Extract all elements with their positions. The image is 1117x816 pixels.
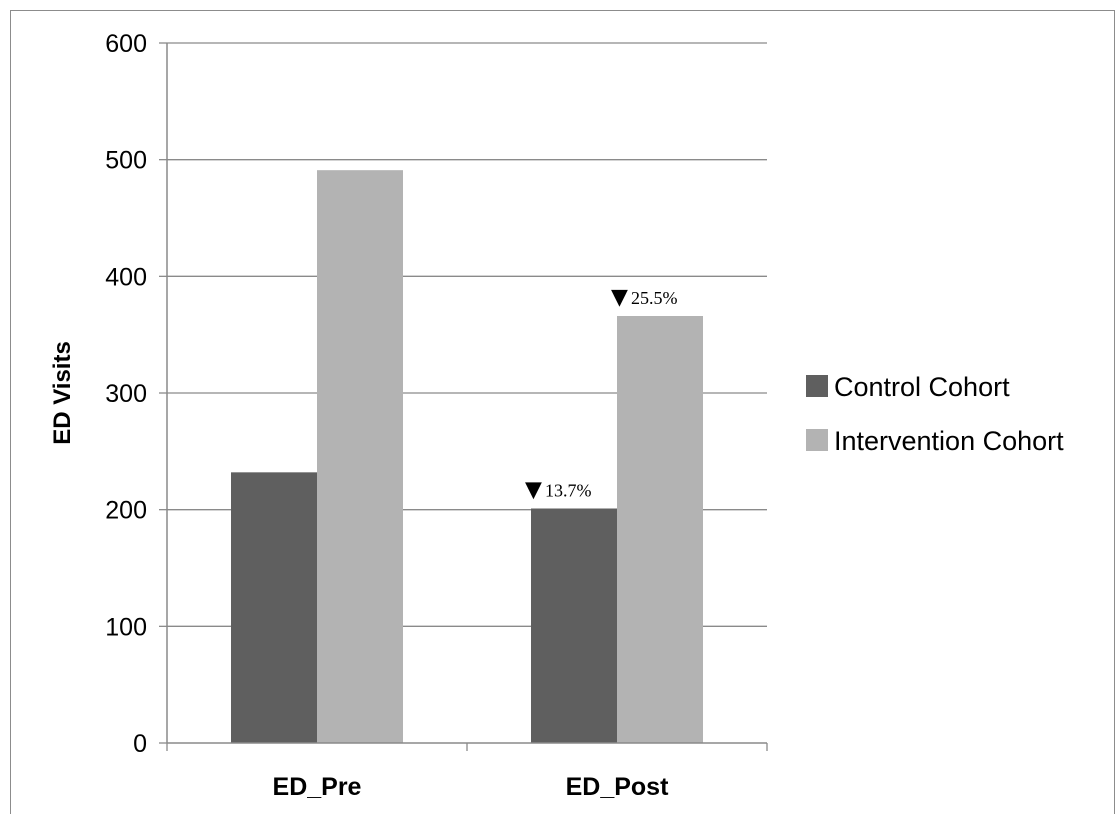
legend-swatch bbox=[806, 429, 828, 451]
chart-frame bbox=[10, 10, 1115, 814]
bar-intervention-cohort-ed-post bbox=[617, 316, 703, 743]
bar-control-cohort-ed-post bbox=[531, 508, 617, 743]
legend-label: Control Cohort bbox=[834, 372, 1010, 402]
annotation-arrow: ▼ bbox=[525, 478, 542, 503]
y-tick-label: 400 bbox=[105, 263, 147, 291]
annotation-label: 25.5% bbox=[631, 288, 678, 308]
annotation-label: 13.7% bbox=[545, 481, 592, 501]
x-category-label: ED_Pre bbox=[273, 773, 362, 801]
x-category-label: ED_Post bbox=[566, 773, 669, 801]
y-axis-label: ED Visits bbox=[49, 341, 76, 445]
annotation-arrow: ▼ bbox=[611, 285, 628, 310]
y-tick-label: 500 bbox=[105, 147, 147, 175]
legend: Control Cohort Intervention Cohort bbox=[806, 372, 1064, 456]
legend-label: Intervention Cohort bbox=[834, 426, 1064, 456]
y-tick-label: 0 bbox=[133, 730, 147, 758]
y-tick-label: 200 bbox=[105, 497, 147, 525]
bar-control-cohort-ed-pre bbox=[231, 472, 317, 743]
bar-intervention-cohort-ed-pre bbox=[317, 170, 403, 743]
y-tick-label: 300 bbox=[105, 380, 147, 408]
y-tick-label: 100 bbox=[105, 613, 147, 641]
y-tick-label: 600 bbox=[105, 30, 147, 58]
legend-swatch bbox=[806, 375, 828, 397]
